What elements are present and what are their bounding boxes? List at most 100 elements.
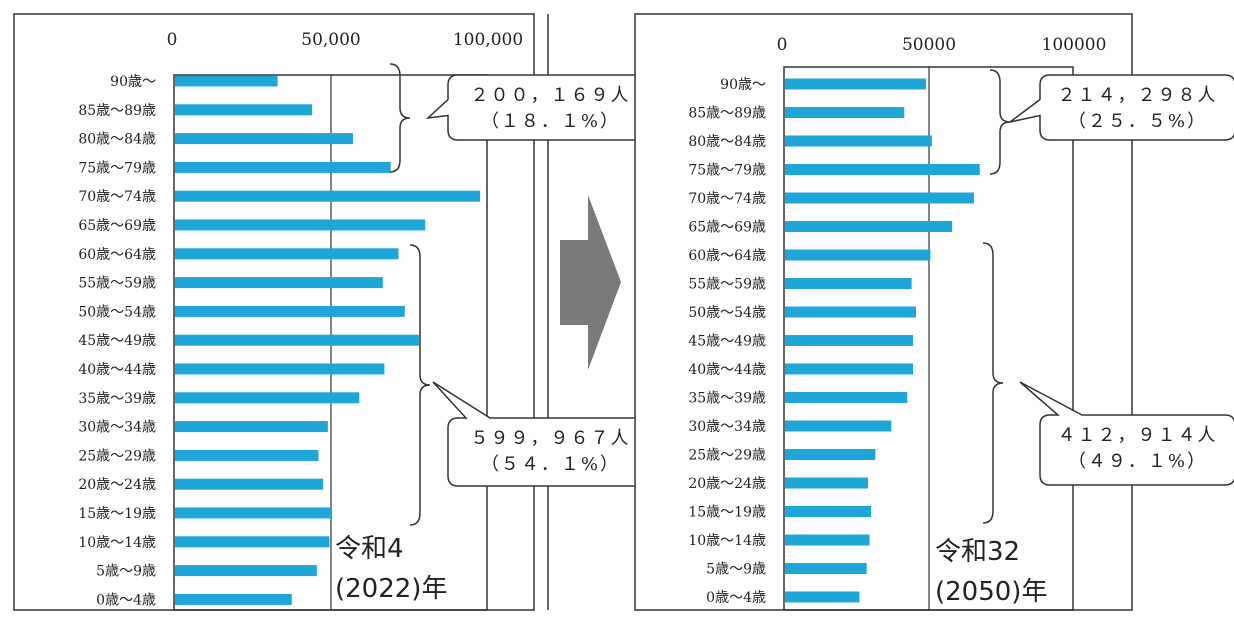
bar bbox=[175, 133, 353, 145]
category-label: 50歳～54歳 bbox=[688, 305, 766, 321]
bar bbox=[175, 161, 391, 173]
brace bbox=[982, 242, 1004, 524]
category-label: 65歳～69歳 bbox=[688, 220, 766, 236]
category-label: 15歳～19歳 bbox=[688, 505, 766, 521]
category-label: 85歳～89歳 bbox=[688, 106, 766, 122]
category-label: 15歳～19歳 bbox=[78, 506, 156, 522]
category-label: 80歳～84歳 bbox=[688, 134, 766, 150]
x-tick-label: 0 bbox=[167, 30, 178, 50]
category-label: 20歳～24歳 bbox=[78, 477, 156, 493]
bar bbox=[175, 190, 481, 202]
x-tick-label: 100,000 bbox=[453, 30, 523, 50]
bar bbox=[175, 507, 331, 519]
x-tick-label: 50,000 bbox=[301, 30, 360, 50]
category-label: 40歳～44歳 bbox=[78, 362, 156, 378]
bar bbox=[785, 306, 916, 318]
bar bbox=[785, 249, 931, 261]
arrow-shape bbox=[560, 195, 621, 370]
callout-bubble bbox=[1009, 74, 1234, 141]
bar bbox=[785, 335, 914, 346]
category-label: 5歳～9歳 bbox=[706, 562, 766, 578]
bar bbox=[175, 536, 330, 548]
category-label: 0歳～4歳 bbox=[96, 592, 156, 608]
category-label: 80歳～84歳 bbox=[78, 132, 156, 148]
category-label: 90歳～ bbox=[110, 74, 156, 90]
callout-percent: （５４．１%） bbox=[481, 454, 620, 475]
right-arrow-icon bbox=[560, 195, 621, 370]
chart-panel-2022: 0 50,000 100,000 90歳～ 85歳～89歳 80歳～84歳 75歳～79歳 7… bbox=[13, 13, 654, 611]
bar bbox=[785, 477, 869, 489]
x-tick-label: 0 bbox=[777, 35, 788, 55]
bar bbox=[175, 478, 324, 490]
category-label: 55歳～59歳 bbox=[78, 276, 156, 292]
category-label: 20歳～24歳 bbox=[688, 476, 766, 492]
bar bbox=[175, 449, 319, 461]
bar bbox=[175, 219, 426, 231]
callout-count: ２００，１６９人 bbox=[471, 85, 631, 106]
category-label: 35歳～39歳 bbox=[78, 391, 156, 407]
bar bbox=[175, 104, 313, 116]
category-label: 25歳～29歳 bbox=[78, 448, 156, 464]
year-label-era: 令和32 bbox=[935, 537, 1020, 567]
category-label: 45歳～49歳 bbox=[688, 334, 766, 350]
category-label: 75歳～79歳 bbox=[688, 163, 766, 179]
year-label-year: (2050)年 bbox=[935, 577, 1047, 607]
category-label: 40歳～44歳 bbox=[688, 362, 766, 378]
bar bbox=[785, 534, 870, 546]
category-label: 70歳～74歳 bbox=[688, 191, 766, 207]
callout-percent: （２５．５%） bbox=[1068, 111, 1207, 132]
brace bbox=[389, 63, 411, 173]
bar bbox=[175, 305, 405, 317]
category-label: 60歳～64歳 bbox=[78, 247, 156, 263]
callout-percent: （４９．１%） bbox=[1068, 451, 1207, 472]
bar bbox=[785, 563, 867, 574]
category-label: 85歳～89歳 bbox=[78, 103, 156, 119]
brace bbox=[409, 244, 431, 526]
category-label: 45歳～49歳 bbox=[78, 333, 156, 349]
year-label-era: 令和4 bbox=[335, 534, 404, 564]
callout-count: ５９９，９６７人 bbox=[471, 428, 631, 449]
category-label: 10歳～14歳 bbox=[78, 535, 156, 551]
bar bbox=[175, 392, 360, 404]
category-label: 10歳～14歳 bbox=[688, 533, 766, 549]
bar bbox=[175, 334, 419, 346]
category-label: 30歳～34歳 bbox=[78, 420, 156, 436]
x-tick-label: 100000 bbox=[1042, 35, 1107, 55]
bar bbox=[785, 107, 905, 118]
bar bbox=[785, 278, 912, 289]
category-label: 70歳～74歳 bbox=[78, 189, 156, 205]
bar bbox=[175, 421, 328, 433]
category-label: 5歳～9歳 bbox=[96, 564, 156, 580]
callout-percent: （１８．１%） bbox=[481, 111, 620, 132]
bar bbox=[785, 506, 871, 517]
category-label: 75歳～79歳 bbox=[78, 160, 156, 176]
bar bbox=[175, 565, 317, 577]
category-label: 55歳～59歳 bbox=[688, 277, 766, 293]
bar bbox=[785, 164, 980, 175]
bar bbox=[785, 392, 908, 403]
bar bbox=[785, 221, 953, 232]
bar bbox=[175, 593, 292, 605]
callout-count: ２１４，２９８人 bbox=[1058, 85, 1218, 106]
category-label: 30歳～34歳 bbox=[688, 419, 766, 435]
category-label: 90歳～ bbox=[720, 77, 766, 93]
year-label-year: (2022)年 bbox=[335, 574, 447, 604]
category-label: 0歳～4歳 bbox=[706, 590, 766, 606]
bar bbox=[785, 363, 914, 375]
callout-count: ４１２，９１４人 bbox=[1058, 425, 1218, 446]
category-label: 65歳～69歳 bbox=[78, 218, 156, 234]
category-label: 60歳～64歳 bbox=[688, 248, 766, 264]
callout-bubble bbox=[1019, 381, 1234, 486]
bar bbox=[175, 75, 278, 87]
bar bbox=[175, 363, 385, 375]
bar bbox=[785, 591, 860, 603]
bar bbox=[785, 135, 932, 147]
bar bbox=[785, 449, 876, 460]
x-tick-label: 50000 bbox=[902, 35, 956, 55]
bar bbox=[175, 248, 399, 260]
category-label: 35歳～39歳 bbox=[688, 391, 766, 407]
category-label: 50歳～54歳 bbox=[78, 304, 156, 320]
bar bbox=[175, 277, 383, 289]
chart-panel-2050: 0 50000 100000 90歳～ 85歳～89歳 80歳～84歳 75歳～79歳 70歳… bbox=[634, 13, 1234, 611]
